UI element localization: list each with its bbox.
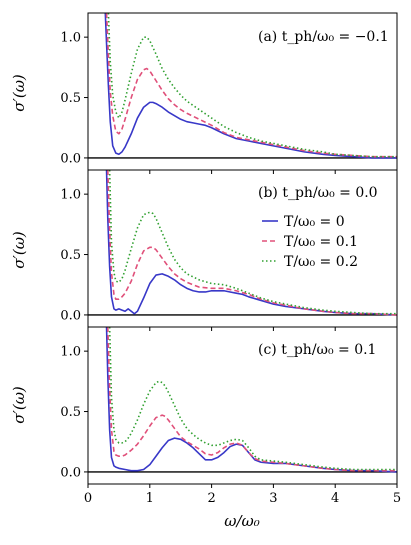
panel-c-frame bbox=[87, 326, 398, 485]
panel-b-series-t02 bbox=[108, 170, 397, 315]
y-axis-label-panel-b: σ′(ω) bbox=[10, 231, 28, 269]
panel-a-series-t0 bbox=[104, 13, 397, 159]
x-tick-label: 5 bbox=[393, 491, 401, 506]
panel-c-y-tick-label: 0.5 bbox=[60, 405, 81, 420]
panel-c-y-tick-label: 0.0 bbox=[60, 465, 81, 480]
legend-label-t02: T/ω₀ = 0.2 bbox=[284, 254, 358, 270]
panel-c: 0.0 0.5 1.0 (c) t_ph/ω₀ = 0.1 bbox=[60, 326, 398, 488]
panel-b-series-t0 bbox=[105, 170, 397, 316]
panel-c-series-t0 bbox=[105, 327, 397, 473]
panel-a: 0.0 0.5 1.0 (a) t_ph/ω₀ = −0.1 bbox=[60, 12, 398, 174]
legend-label-t0: T/ω₀ = 0 bbox=[284, 214, 345, 230]
panel-a-y-tick-label: 0.5 bbox=[60, 91, 81, 106]
panel-a-series-t02 bbox=[107, 13, 397, 158]
panel-b: 0.0 0.5 1.0 (b) t_ph/ω₀ = 0.0 bbox=[60, 169, 398, 331]
x-tick-label: 3 bbox=[269, 491, 277, 506]
panel-a-label: (a) t_ph/ω₀ = −0.1 bbox=[258, 29, 389, 45]
panel-a-y-tick-label: 1.0 bbox=[60, 31, 81, 46]
panel-a-series-t01 bbox=[105, 13, 397, 158]
panel-b-y-tick-label: 0.0 bbox=[60, 308, 81, 323]
x-tick-label: 0 bbox=[84, 491, 92, 506]
panel-b-series-t01 bbox=[106, 170, 397, 316]
x-tick-label: 1 bbox=[146, 491, 154, 506]
legend: T/ω₀ = 0 T/ω₀ = 0.1 T/ω₀ = 0.2 bbox=[262, 214, 358, 270]
x-tick-label: 2 bbox=[207, 491, 215, 506]
panel-a-y-tick-label: 0.0 bbox=[60, 151, 81, 166]
panel-c-label: (c) t_ph/ω₀ = 0.1 bbox=[258, 342, 376, 358]
panel-c-y-tick-label: 1.0 bbox=[60, 345, 81, 360]
panel-c-series-t01 bbox=[106, 327, 397, 472]
x-tick-labels: 0 1 2 3 4 5 bbox=[84, 491, 401, 506]
x-tick-label: 4 bbox=[331, 491, 339, 506]
y-axis-label-panel-a: σ′(ω) bbox=[10, 74, 28, 112]
panel-b-label: (b) t_ph/ω₀ = 0.0 bbox=[258, 185, 378, 201]
y-axis-label-panel-c: σ′(ω) bbox=[10, 386, 28, 424]
panel-c-plot: 0.0 0.5 1.0 bbox=[60, 326, 398, 488]
panel-b-y-tick-label: 0.5 bbox=[60, 248, 81, 263]
x-axis-label: ω/ω₀ bbox=[224, 512, 260, 530]
panel-b-y-tick-label: 1.0 bbox=[60, 188, 81, 203]
legend-label-t01: T/ω₀ = 0.1 bbox=[284, 234, 358, 250]
